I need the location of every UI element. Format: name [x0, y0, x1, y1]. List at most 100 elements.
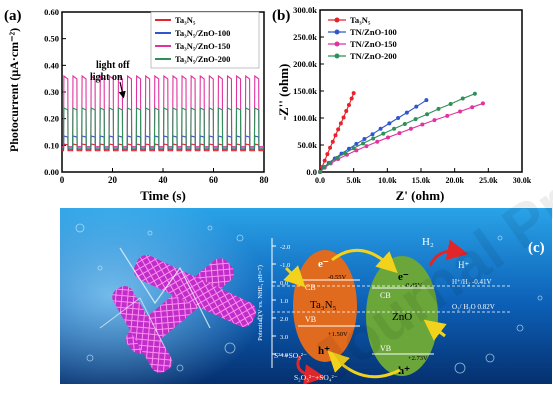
b-data-point: [328, 145, 333, 150]
b-ytick-label: 300.0k: [293, 5, 317, 15]
a-series-line: [62, 107, 264, 149]
b-data-point: [361, 141, 366, 146]
a-ytick-label: 0.00: [44, 167, 59, 177]
panel-a-ylabel: Photocurrent (μA·cm⁻²): [7, 28, 21, 152]
b-legend-label: Ta₃N₅: [350, 15, 371, 25]
b-data-point: [381, 131, 386, 136]
a-xtick-label: 0: [60, 175, 65, 185]
b-data-point: [448, 101, 453, 106]
potential-tick-label: 1.0: [280, 298, 288, 305]
panel-a-plot-area: 0.00 0.10 0.20 0.30 0.40 0.50 0.60 0 20 40 60 80 Ta₃…: [44, 7, 269, 185]
b-data-point: [341, 115, 346, 120]
bubble: [236, 234, 244, 242]
b-data-point: [425, 112, 430, 117]
a-ytick-label: 0.30: [44, 87, 59, 97]
b-data-point: [322, 158, 327, 163]
b-legend-label: TN/ZnO-100: [350, 27, 397, 37]
ta3n5-cb-label: CB: [305, 283, 316, 292]
a-xtick-label: 60: [209, 175, 219, 185]
a-ytick-label: 0.20: [44, 114, 59, 124]
bubble: [537, 295, 543, 301]
b-data-point: [424, 98, 429, 103]
h2-evolution-arrow: [428, 239, 469, 267]
b-data-point: [334, 155, 339, 160]
panel-c-svg: (c) -2.0-1.00.01.02.03.04.0 Potential (V…: [60, 208, 552, 384]
b-data-point: [354, 141, 359, 146]
b-data-point: [362, 137, 367, 142]
potential-tick-label: -1.0: [280, 262, 290, 269]
b-data-point: [338, 121, 343, 126]
b-data-point: [349, 96, 354, 101]
h2-label: H₂: [422, 236, 434, 248]
bubble: [454, 362, 466, 374]
b-data-point: [436, 106, 441, 111]
a-ytick-label: 0.40: [44, 60, 59, 70]
potential-tick-label: 4.0: [280, 352, 288, 359]
a-series-line: [62, 135, 264, 150]
b-data-point: [432, 118, 437, 123]
potential-axis-label: Potential (V vs. NHE, pH=7): [257, 265, 264, 341]
b-ytick-label: 0.0: [306, 167, 317, 177]
sacrificial-arrow: [296, 355, 326, 384]
b-data-point: [364, 144, 369, 149]
b-data-point: [336, 127, 341, 132]
ta3n5-name: Ta₃N₅: [310, 299, 337, 311]
b-legend-marker: [334, 53, 340, 59]
bubble: [485, 353, 495, 363]
zno-name: ZnO: [392, 311, 412, 323]
b-xtick-label: 25.0k: [479, 176, 498, 185]
sulfide-reactant-label: S²⁻+SO₃²⁻: [274, 351, 307, 360]
b-data-point: [371, 136, 376, 141]
b-ytick-label: 150.0k: [293, 86, 317, 96]
b-ytick-label: 50.0k: [297, 140, 317, 150]
ta3n5-vb-label: VB: [305, 315, 316, 324]
b-data-point: [375, 139, 380, 144]
b-data-point: [318, 170, 322, 174]
b-data-point: [351, 91, 356, 96]
b-data-point: [402, 121, 407, 126]
b-data-point: [351, 146, 356, 151]
ta3n5-particle: [293, 250, 357, 362]
b-data-point: [480, 101, 485, 106]
bubble: [207, 225, 213, 231]
b-xtick-label: 5.0k: [346, 176, 361, 185]
a-legend-label: Ta₃N₅: [175, 15, 196, 25]
b-xtick-label: 30.0k: [513, 176, 532, 185]
b-data-point: [342, 151, 347, 156]
ta3n5-cb-value: -0.55V: [328, 274, 347, 281]
a-xtick-label: 80: [260, 175, 270, 185]
panel-b-ylabel: -Z'' (ohm): [276, 64, 291, 121]
zno-vb-label: VB: [380, 344, 391, 353]
a-series-line: [62, 143, 264, 152]
panel-b-label: (b): [272, 8, 290, 24]
b-data-point: [458, 109, 463, 114]
bubble: [75, 223, 85, 233]
panel-b-plot-area: 0.0 50.0k 100.0k 150.0k 200.0k 250.0k 300.0k 0.…: [293, 5, 532, 185]
b-data-point: [413, 117, 418, 122]
panel-c-mechanism-figure: (c) -2.0 -1.0 0.0 1.0 2.0 3.0 4.0 Potential (V…: [60, 208, 552, 384]
b-ytick-label: 200.0k: [293, 59, 317, 69]
ta3n5-zno-nanorods-illustration: [99, 247, 257, 373]
potential-tick-label: -2.0: [280, 244, 290, 251]
b-xtick-label: 15.0k: [412, 176, 431, 185]
b-legend-label: TN/ZnO-150: [350, 39, 397, 49]
a-xtick-label: 20: [108, 175, 118, 185]
b-legend-marker: [334, 41, 340, 47]
hole-transfer-arrow: [327, 350, 401, 379]
b-data-point: [397, 131, 402, 136]
b-data-point: [344, 108, 349, 113]
b-xtick-label: 10.0k: [378, 176, 397, 185]
b-data-point: [386, 135, 391, 140]
panel-a-photocurrent-chart: (a) 0.00 0.10 0.20 0.30 0.40 0.50 0.60 0 20 40 60 8…: [4, 7, 269, 203]
a-legend-label: Ta₃N₅/ZnO-150: [175, 41, 230, 51]
b-ytick-label: 250.0k: [293, 32, 317, 42]
panel-c-label: (c): [528, 240, 545, 256]
b-data-point: [408, 126, 413, 131]
b-data-point: [396, 116, 401, 120]
annotation-light-on: light on: [90, 72, 123, 83]
bubble: [497, 235, 503, 241]
a-ytick-label: 0.60: [44, 7, 59, 17]
ta3n5-hole: h⁺: [318, 345, 330, 357]
panel-a-label: (a): [4, 8, 22, 24]
bubbles: [75, 223, 543, 374]
